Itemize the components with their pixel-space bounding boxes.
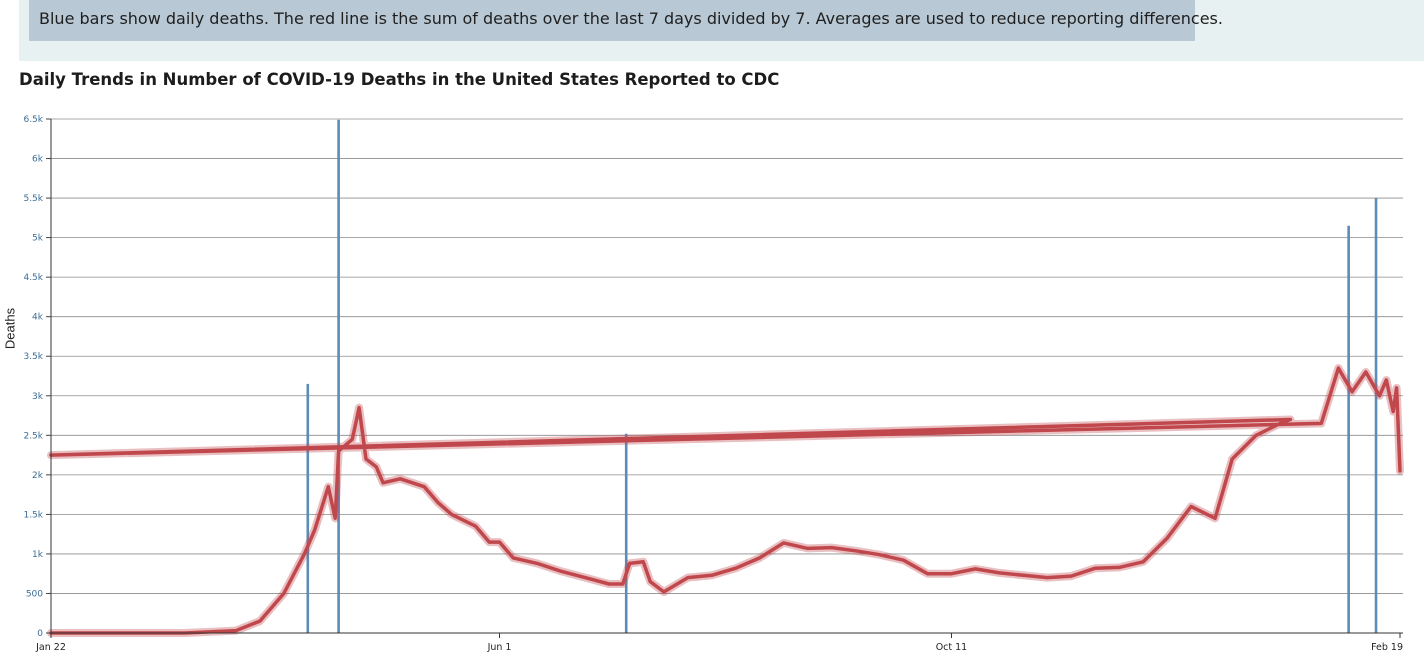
daily-deaths-bar bbox=[1374, 198, 1378, 634]
y-tick-label: 0 bbox=[37, 629, 43, 639]
y-tick-label: 5k bbox=[32, 234, 44, 244]
axes: 0 500 1k 1.5k 2k 2.5k 3k 3.5k 4k 4.5k 5k 5.5k 6k 6.5k… bbox=[23, 115, 1403, 653]
daily-deaths-bar bbox=[337, 119, 340, 633]
y-tick-label: 4k bbox=[32, 313, 44, 323]
daily-deaths-bar bbox=[306, 383, 310, 633]
x-tick-label: Jun 1 bbox=[487, 642, 512, 653]
y-tick-label: 5.5k bbox=[23, 194, 43, 204]
y-tick-label: 500 bbox=[26, 589, 43, 599]
daily-deaths-bar bbox=[1347, 225, 1350, 633]
x-tick-label: Oct 11 bbox=[936, 642, 968, 653]
y-tick-label: 3.5k bbox=[23, 352, 43, 362]
y-tick-label: 2.5k bbox=[23, 431, 43, 441]
y-tick-label: 3k bbox=[32, 392, 44, 402]
x-tick-label: Feb 19 bbox=[1371, 642, 1403, 653]
average-line bbox=[49, 366, 1402, 635]
y-tick-label: 1.5k bbox=[23, 510, 43, 520]
seven-day-average-line bbox=[47, 364, 1404, 637]
chart-title: Daily Trends in Number of COVID-19 Death… bbox=[19, 70, 780, 89]
y-tick-label: 6k bbox=[32, 155, 44, 165]
gridlines bbox=[51, 118, 1403, 594]
daily-deaths-bar bbox=[624, 433, 628, 633]
info-banner: Blue bars show daily deaths. The red lin… bbox=[19, 0, 1424, 61]
daily-deaths-bars bbox=[306, 119, 1378, 634]
y-tick-label: 4.5k bbox=[23, 273, 43, 283]
info-banner-text: Blue bars show daily deaths. The red lin… bbox=[29, 0, 1223, 41]
y-tick-label: 2k bbox=[32, 471, 44, 481]
x-tick-label: Jan 22 bbox=[35, 642, 66, 653]
y-tick-label: 6.5k bbox=[23, 115, 43, 125]
y-tick-label: 1k bbox=[32, 550, 44, 560]
